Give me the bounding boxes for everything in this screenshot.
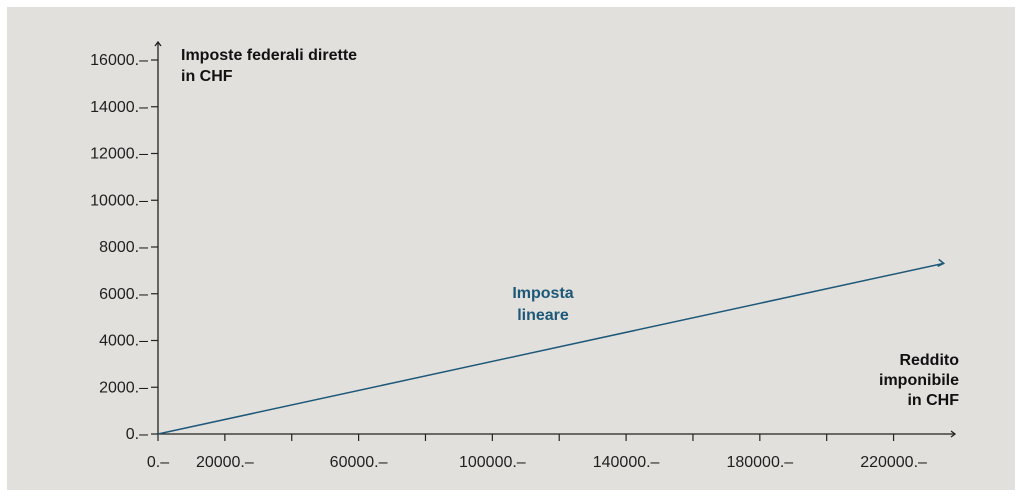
- series-line-imposta-lineare: [157, 262, 944, 435]
- x-tick-label: 220000.–: [860, 454, 927, 471]
- y-tick-label: 6000.–: [99, 286, 148, 303]
- y-axis-title: Imposte federali dirette: [181, 47, 357, 64]
- y-tick-label: 10000.–: [90, 192, 148, 209]
- x-axis-title: imponibile: [879, 372, 959, 389]
- y-tick-label: 8000.–: [99, 239, 148, 256]
- x-tick-label: 60000.–: [330, 454, 388, 471]
- x-tick-label: 100000.–: [459, 454, 526, 471]
- y-tick-label: 14000.–: [90, 99, 148, 116]
- y-tick-label: 0.–: [126, 426, 148, 443]
- series-label: Imposta: [512, 285, 573, 302]
- y-tick-label: 2000.–: [99, 379, 148, 396]
- y-tick-label: 4000.–: [99, 333, 148, 350]
- x-axis-title: in CHF: [907, 392, 959, 409]
- tax-chart: 0.– 2000.– 4000.– 6000.– 8000.– 10000.– 12000.…: [90, 40, 959, 471]
- y-tick-label: 16000.–: [90, 52, 148, 69]
- x-tick-label: 180000.–: [726, 454, 793, 471]
- y-tick-label: 12000.–: [90, 146, 148, 163]
- series-label: lineare: [517, 307, 569, 324]
- y-axis-arrow-icon: [154, 40, 162, 47]
- x-tick-label: 0.–: [147, 454, 169, 471]
- x-tick-label: 20000.–: [196, 454, 254, 471]
- chart-panel: 0.– 2000.– 4000.– 6000.– 8000.– 10000.– 12000.…: [7, 7, 1015, 490]
- x-axis-title: Reddito: [899, 352, 959, 369]
- x-tick-label: 140000.–: [593, 454, 660, 471]
- y-axis-title: in CHF: [181, 68, 233, 85]
- series-arrow-icon: [937, 258, 946, 268]
- x-axis-arrow-icon: [950, 430, 957, 438]
